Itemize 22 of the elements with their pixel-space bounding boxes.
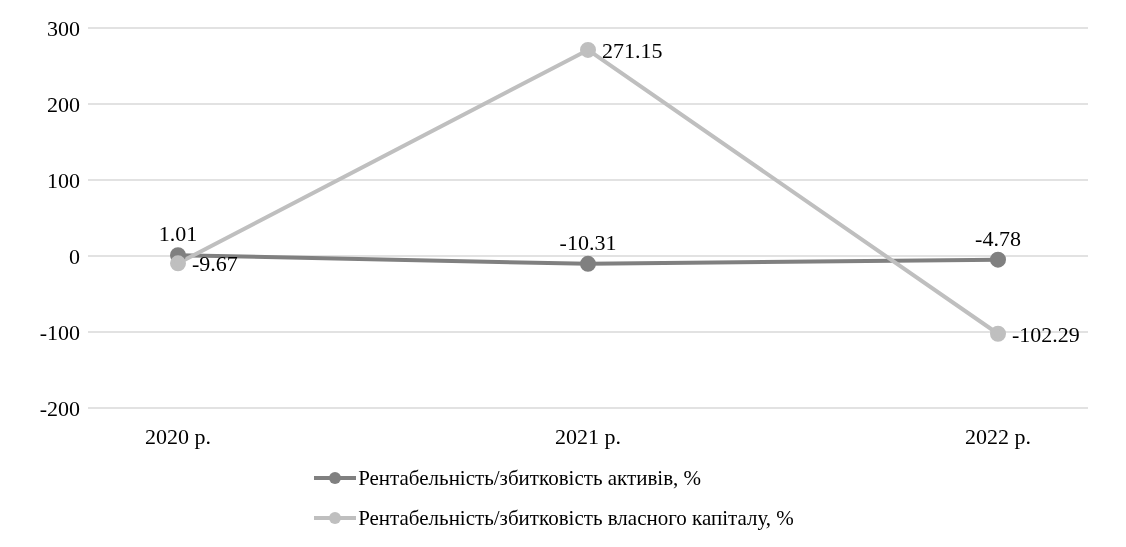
point xyxy=(170,255,186,272)
data-label: 1.01 xyxy=(158,221,198,247)
legend-label: Рентабельність/збитковість власного капіталу, % xyxy=(358,505,794,531)
x-tick-label: 2022 р. xyxy=(965,423,1031,449)
y-tick-label: -100 xyxy=(39,319,80,345)
data-label: 271.15 xyxy=(602,37,663,63)
x-tick-label: 2020 р. xyxy=(145,423,211,449)
y-tick-label: 300 xyxy=(47,15,80,41)
point xyxy=(990,251,1006,268)
data-label: -4.78 xyxy=(975,225,1021,251)
data-label: -102.29 xyxy=(1012,321,1080,347)
data-label: -9.67 xyxy=(192,251,238,277)
legend-label: Рентабельність/збитковість активів, % xyxy=(358,465,702,491)
y-tick-label: -200 xyxy=(39,395,80,421)
point xyxy=(580,255,596,272)
point xyxy=(990,325,1006,342)
y-tick-label: 100 xyxy=(47,167,80,193)
point xyxy=(580,41,596,58)
y-tick-label: 200 xyxy=(47,91,80,117)
data-label: -10.31 xyxy=(559,229,617,255)
x-tick-label: 2021 р. xyxy=(555,423,621,449)
y-tick-label: 0 xyxy=(69,243,80,269)
